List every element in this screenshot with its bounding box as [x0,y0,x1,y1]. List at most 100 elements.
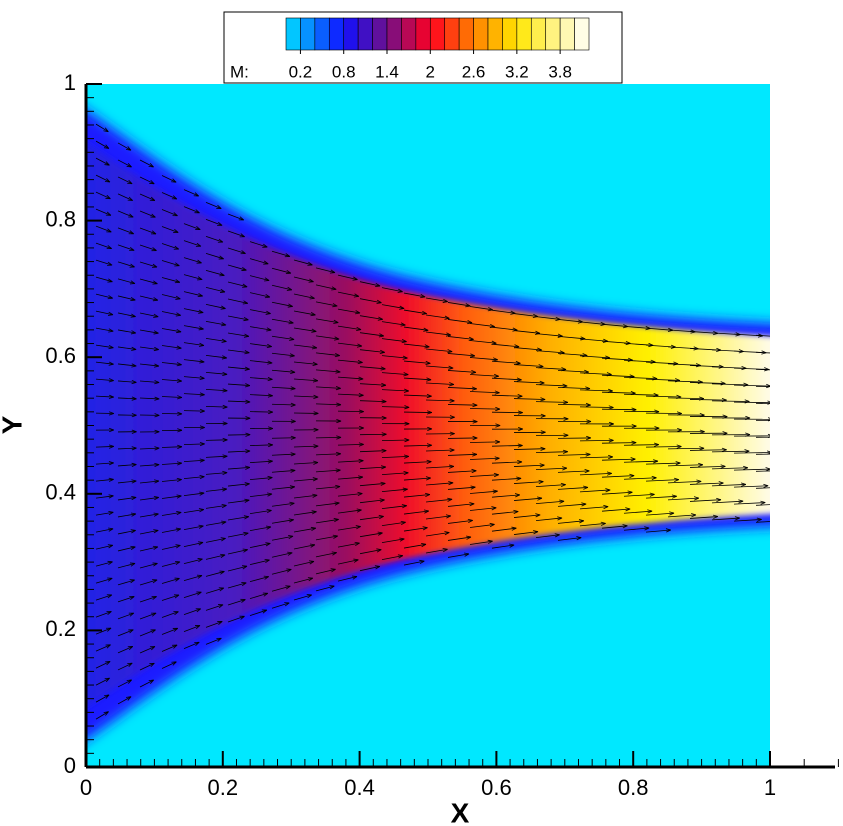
vector-head [312,493,318,498]
vector [755,487,770,489]
vector [359,532,383,538]
vector [139,679,154,688]
vector-head [696,479,702,484]
vector [403,477,431,481]
vector [315,267,336,274]
vector-head [267,459,273,464]
vector-head [444,315,450,320]
vector-head [358,376,364,381]
vector [183,591,202,598]
vector-head [517,394,523,399]
vector [227,615,245,623]
vector [447,453,477,456]
vector [315,486,341,490]
vector-head [336,435,342,440]
vector-head [244,350,250,355]
vector [293,527,316,533]
vector [337,342,362,347]
vector [117,497,137,501]
vector [205,554,226,560]
vector-head [285,585,291,590]
vector [95,242,112,249]
vector [778,522,805,524]
vector-head [149,646,156,651]
vector-head [716,497,722,503]
vector-head [585,452,591,457]
vector-head [130,529,136,534]
vector [667,464,703,467]
vector-head [790,402,795,405]
vector [425,365,454,369]
vector [425,449,455,452]
vector [381,406,410,408]
vector [337,291,359,297]
vector [117,329,136,334]
vector [403,510,429,515]
vector [359,565,380,572]
vector-head [153,330,159,335]
vector [711,450,750,453]
vector-head [289,501,295,506]
vector [117,312,136,317]
vector-head [286,568,292,573]
vector [337,410,364,413]
vector-head [129,595,135,600]
field [86,84,805,767]
vector-head [153,529,159,534]
vector [315,284,337,290]
colorbar-cell [357,17,373,51]
vector [315,585,335,592]
vector [205,637,222,645]
vector [359,400,387,403]
vector-head [352,276,358,281]
vector [425,382,454,385]
vector [161,627,178,635]
colorbar-label: M: [230,62,249,81]
vector-head [176,328,182,334]
vector [161,462,182,465]
vector [447,319,473,324]
vector-head [356,326,362,331]
vector-head [243,333,250,338]
vector-head [495,406,501,412]
vector [205,521,227,526]
vector [227,247,246,254]
vector [249,411,273,413]
vector [271,318,294,324]
vector [557,470,590,473]
vector-head [786,485,791,488]
vector [359,483,386,487]
vector-head [403,372,409,377]
vector-head [790,452,795,455]
vector-head [267,475,273,481]
vector-head [220,537,226,542]
vector-head [106,594,113,599]
vector-head [712,514,719,519]
vector [469,457,500,460]
vector-head [335,369,341,374]
vector [293,276,314,283]
vector [579,439,614,442]
vector-head [491,506,497,511]
vector [315,386,341,389]
vector [645,512,675,516]
vector [513,481,544,484]
vector-head [195,242,202,247]
x-tick-label: 0.8 [618,775,649,800]
vector-head [377,531,383,536]
vector [95,378,114,382]
colorbar-tick-label: 0.8 [332,62,356,81]
vector [601,458,636,461]
vector [337,559,359,565]
vector [359,315,383,320]
vector [359,366,386,370]
vector [293,344,317,349]
vector-head [693,496,700,501]
vector-head [217,621,223,625]
x-tick-label: 0 [80,775,92,800]
x-tick-label: 0.2 [208,775,239,800]
vector-head [447,349,453,354]
vector [579,523,606,527]
vector-head [218,587,225,592]
vector [315,335,340,340]
